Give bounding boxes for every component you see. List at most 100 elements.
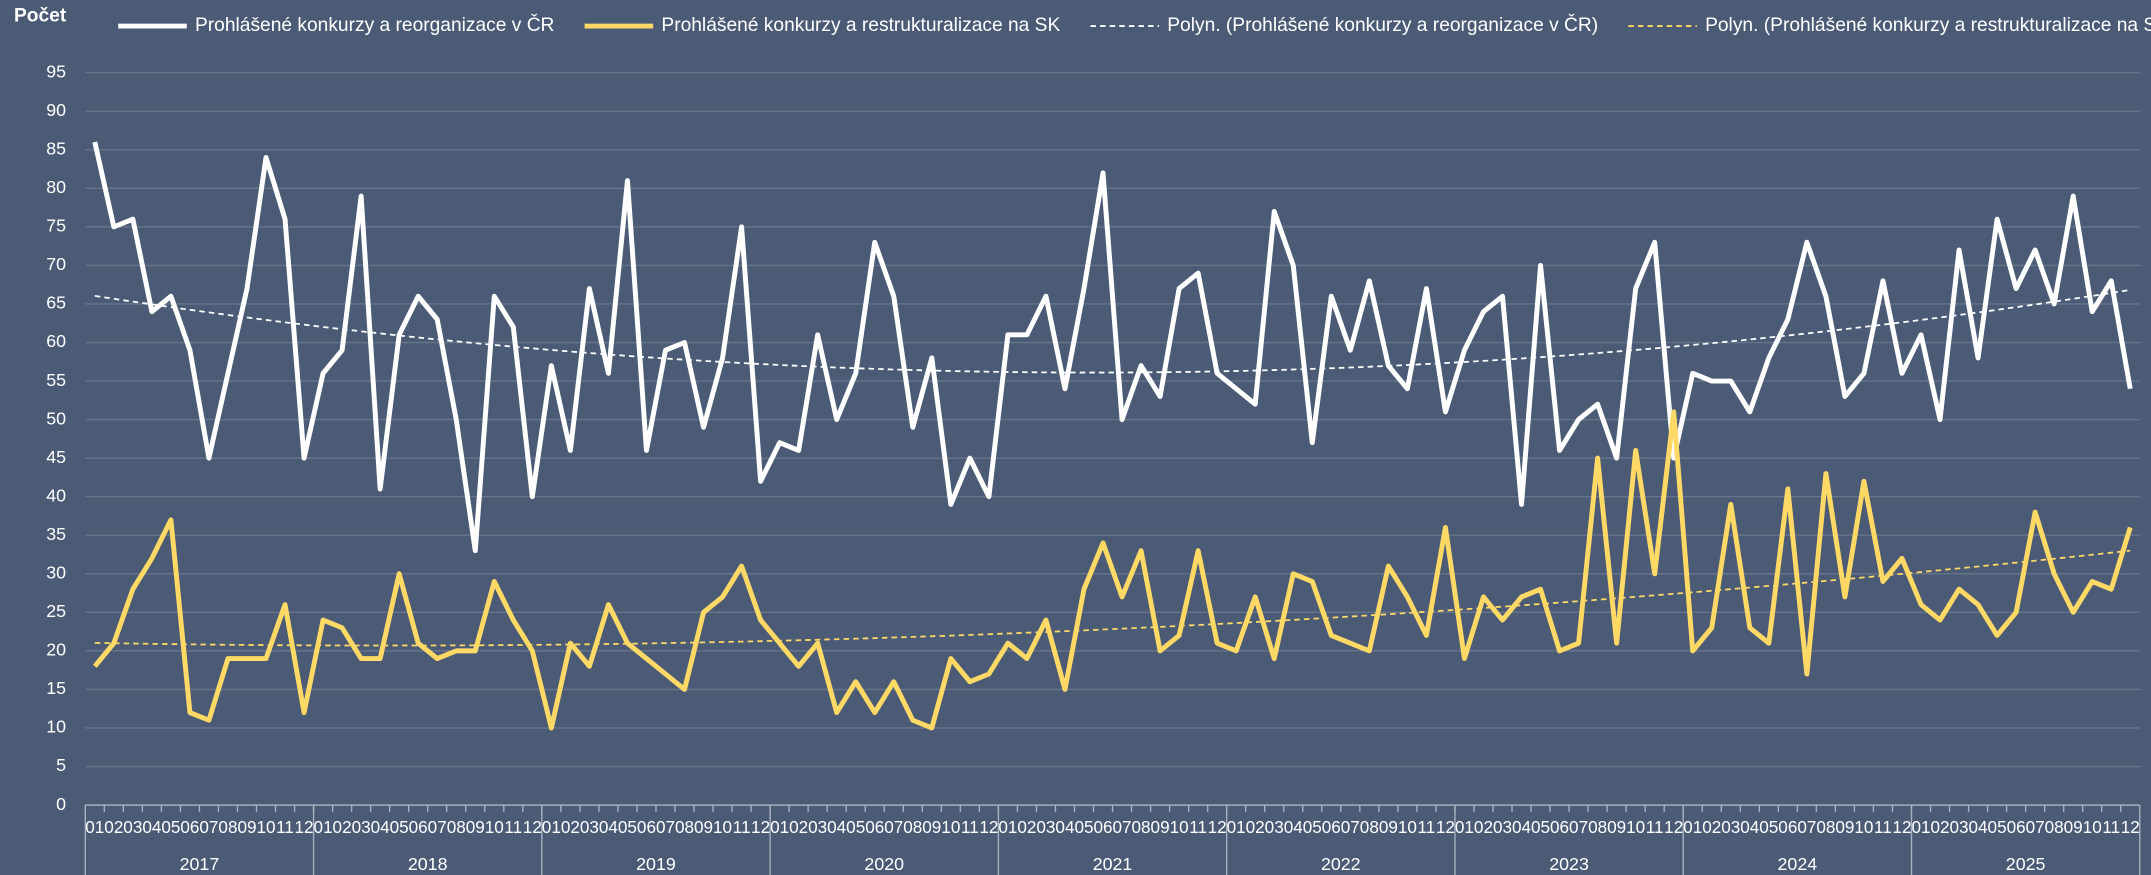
- x-tick-label: 04: [371, 817, 391, 837]
- y-tick-label: 60: [46, 331, 66, 351]
- y-tick-label: 40: [46, 485, 66, 505]
- year-label: 2021: [1093, 854, 1133, 874]
- x-tick-label: 12: [1208, 817, 1227, 837]
- x-tick-label: 06: [1322, 817, 1341, 837]
- y-tick-label: 65: [46, 293, 66, 313]
- x-tick-label: 05: [1988, 817, 2007, 837]
- year-label: 2018: [408, 854, 448, 874]
- x-tick-label: 03: [580, 817, 599, 837]
- x-tick-label: 05: [1303, 817, 1322, 837]
- series-line: [92, 409, 2133, 731]
- x-tick-label: 07: [1341, 817, 1360, 837]
- x-tick-label: 05: [1531, 817, 1550, 837]
- x-tick-label: 09: [1607, 817, 1626, 837]
- x-tick-label: 05: [618, 817, 637, 837]
- x-tick-label: 09: [237, 817, 256, 837]
- x-tick-label: 03: [808, 817, 827, 837]
- year-label: 2019: [636, 854, 676, 874]
- x-tick-label: 09: [1379, 817, 1398, 837]
- x-tick-label: 07: [199, 817, 218, 837]
- x-tick-label: 03: [1493, 817, 1512, 837]
- x-tick-label: 06: [180, 817, 199, 837]
- x-tick-label: 01: [998, 817, 1017, 837]
- x-tick-label: 12: [1664, 817, 1683, 837]
- x-tick-label: 02: [1017, 817, 1036, 837]
- x-tick-label: 09: [694, 817, 713, 837]
- y-tick-label: 50: [46, 408, 66, 428]
- x-tick-label: 09: [1151, 817, 1170, 837]
- x-tick-label: 03: [1036, 817, 1055, 837]
- y-tick-label: 55: [46, 370, 66, 390]
- x-tick-label: 01: [542, 817, 561, 837]
- trendline: [94, 289, 2131, 374]
- x-tick-label: 01: [770, 817, 789, 837]
- x-tick-label: 01: [1911, 817, 1930, 837]
- legend-label: Prohlášené konkurzy a reorganizace v ČR: [195, 14, 554, 36]
- y-tick-label: 20: [46, 640, 66, 660]
- year-label: 2022: [1321, 854, 1361, 874]
- y-tick-label: 45: [46, 447, 66, 467]
- x-tick-label: 05: [846, 817, 865, 837]
- y-tick-label: 35: [46, 524, 66, 544]
- x-tick-label: 04: [1055, 817, 1075, 837]
- y-tick-label: 25: [46, 601, 66, 621]
- y-tick-label: 30: [46, 562, 66, 582]
- x-tick-label: 02: [789, 817, 808, 837]
- year-label: 2024: [1778, 854, 1818, 874]
- y-axis-label: Počet: [14, 6, 67, 27]
- x-tick-label: 04: [1969, 817, 1989, 837]
- y-tick-label: 90: [46, 100, 66, 120]
- y-tick-label: 0: [56, 794, 66, 814]
- x-tick-label: 10: [485, 817, 504, 837]
- x-tick-label: 08: [1360, 817, 1379, 837]
- x-tick-label: 07: [1797, 817, 1816, 837]
- x-tick-label: 02: [1702, 817, 1721, 837]
- x-tick-label: 10: [2083, 817, 2102, 837]
- x-tick-label: 03: [352, 817, 371, 837]
- y-tick-label: 95: [46, 61, 66, 81]
- x-tick-label: 06: [1093, 817, 1112, 837]
- y-tick-label: 5: [56, 755, 66, 775]
- x-tick-label: 12: [2121, 817, 2140, 837]
- x-tick-label: 05: [390, 817, 409, 837]
- legend-label: Polyn. (Prohlášené konkurzy a restruktur…: [1705, 15, 2151, 36]
- x-tick-label: 02: [1930, 817, 1949, 837]
- legend-label: Prohlášené konkurzy a restrukturalizace …: [661, 15, 1060, 36]
- x-tick-label: 09: [1835, 817, 1854, 837]
- x-tick-label: 07: [656, 817, 675, 837]
- y-tick-label: 10: [46, 717, 66, 737]
- x-tick-label: 07: [2026, 817, 2045, 837]
- x-tick-label: 09: [2064, 817, 2083, 837]
- x-tick-label: 12: [979, 817, 998, 837]
- y-tick-label: 85: [46, 138, 66, 158]
- x-tick-label: 10: [1626, 817, 1645, 837]
- x-tick-label: 06: [409, 817, 428, 837]
- x-tick-label: 11: [733, 817, 751, 837]
- x-tick-label: 11: [961, 817, 979, 837]
- x-tick-label: 12: [1892, 817, 1911, 837]
- series-line: [92, 141, 2133, 554]
- x-tick-label: 03: [1950, 817, 1969, 837]
- x-tick-label: 12: [523, 817, 542, 837]
- x-tick-label: 12: [751, 817, 770, 837]
- x-tick-label: 09: [466, 817, 485, 837]
- x-tick-label: 04: [827, 817, 847, 837]
- x-tick-label: 11: [276, 817, 294, 837]
- x-tick-label: 08: [1132, 817, 1151, 837]
- x-tick-label: 08: [447, 817, 466, 837]
- x-tick-label: 08: [675, 817, 694, 837]
- x-tick-label: 08: [2045, 817, 2064, 837]
- x-tick-label: 02: [561, 817, 580, 837]
- x-tick-label: 07: [1569, 817, 1588, 837]
- x-tick-label: 11: [1189, 817, 1207, 837]
- x-tick-label: 08: [218, 817, 237, 837]
- x-tick-label: 04: [599, 817, 619, 837]
- x-tick-label: 06: [1778, 817, 1797, 837]
- legend-label: Polyn. (Prohlášené konkurzy a reorganiza…: [1167, 14, 1598, 36]
- x-tick-label: 08: [1588, 817, 1607, 837]
- x-tick-label: 01: [1455, 817, 1474, 837]
- y-tick-label: 15: [46, 678, 66, 698]
- x-tick-label: 06: [1550, 817, 1569, 837]
